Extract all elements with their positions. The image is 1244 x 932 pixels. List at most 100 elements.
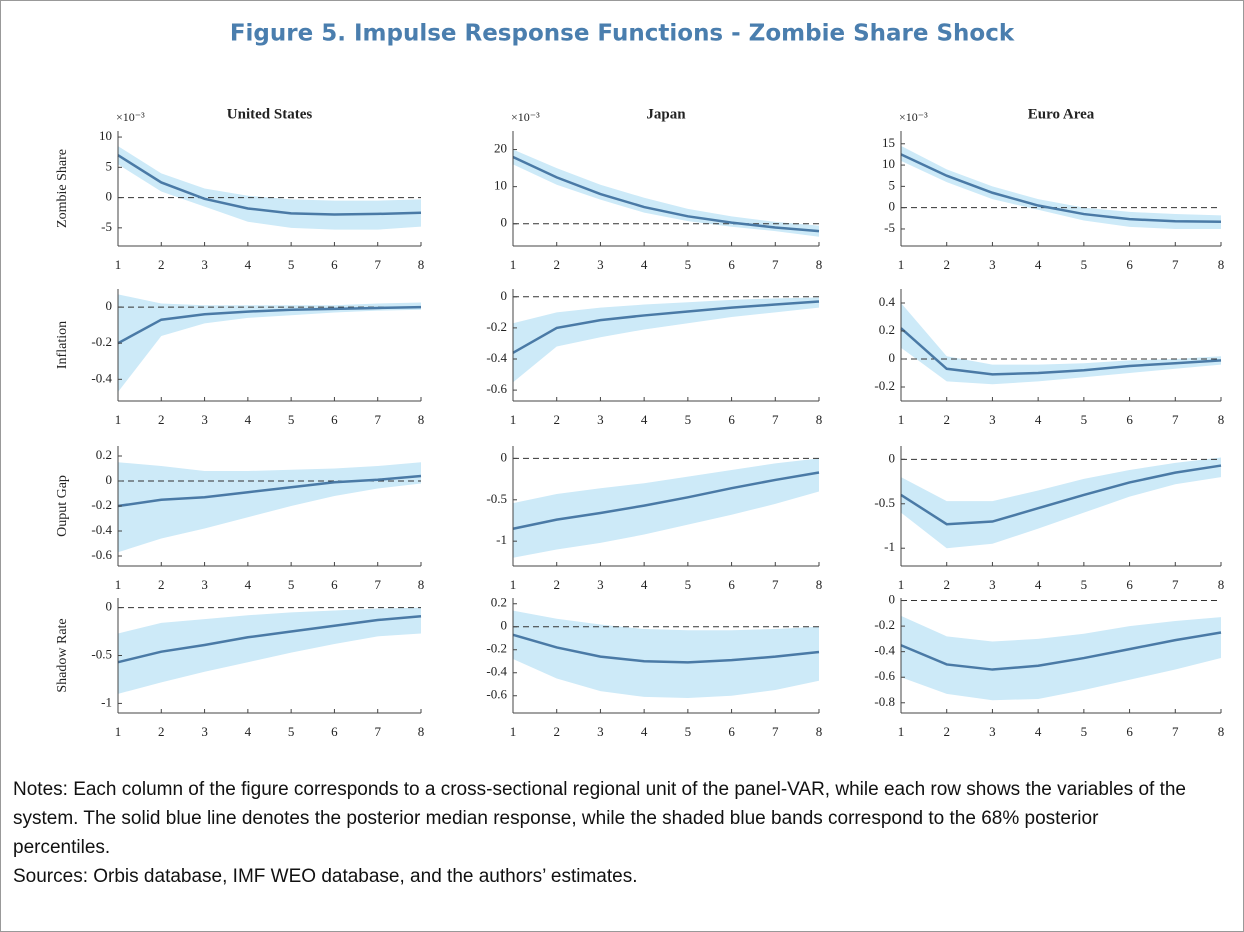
y-tick-label: 0 <box>501 449 508 464</box>
x-tick-label: 5 <box>288 577 295 592</box>
y-tick-label: 0 <box>501 215 508 230</box>
y-axis-label: Ouput Gap <box>55 475 70 537</box>
confidence-band <box>118 607 421 694</box>
x-tick-label: 4 <box>1035 577 1042 592</box>
x-tick-label: 6 <box>728 257 735 272</box>
sources: Sources: Orbis database, IMF WEO databas… <box>13 866 638 887</box>
x-tick-label: 7 <box>772 577 779 592</box>
y-exponent-label: ×10⁻³ <box>511 110 540 124</box>
x-tick-label: 8 <box>1218 257 1225 272</box>
x-tick-label: 1 <box>898 577 905 592</box>
y-tick-label: -1 <box>884 539 895 554</box>
x-tick-label: 1 <box>115 724 122 739</box>
x-tick-label: 5 <box>1081 724 1088 739</box>
x-tick-label: 4 <box>1035 257 1042 272</box>
y-tick-label: -0.2 <box>91 334 112 349</box>
chart-grid: Figure 5. Impulse Response Functions - Z… <box>55 21 1225 739</box>
x-tick-label: 4 <box>245 724 252 739</box>
x-tick-label: 4 <box>1035 412 1042 427</box>
median-line <box>512 300 820 354</box>
y-tick-label: 5 <box>106 158 113 173</box>
y-tick-label: -0.5 <box>91 646 112 661</box>
x-tick-label: 3 <box>597 724 604 739</box>
x-tick-label: 8 <box>418 412 425 427</box>
y-tick-label: 0 <box>889 592 896 607</box>
y-tick-label: -0.6 <box>486 687 507 702</box>
y-tick-label: 0 <box>106 599 113 614</box>
x-tick-label: 3 <box>989 577 996 592</box>
x-tick-label: 8 <box>418 257 425 272</box>
confidence-band <box>513 610 819 699</box>
y-tick-label: -0.6 <box>874 668 895 683</box>
x-tick-label: 4 <box>245 577 252 592</box>
y-tick-label: 15 <box>882 135 895 150</box>
x-tick-label: 5 <box>1081 577 1088 592</box>
x-tick-label: 1 <box>510 257 517 272</box>
x-tick-label: 4 <box>641 257 648 272</box>
y-tick-label: -0.4 <box>486 664 507 679</box>
x-tick-label: 5 <box>685 412 692 427</box>
x-tick-label: 7 <box>772 724 779 739</box>
x-tick-label: 4 <box>245 257 252 272</box>
x-tick-label: 3 <box>989 412 996 427</box>
x-tick-label: 7 <box>374 577 381 592</box>
y-exponent-label: ×10⁻³ <box>116 110 145 124</box>
x-tick-label: 2 <box>943 257 950 272</box>
confidence-band <box>901 145 1221 229</box>
confidence-band <box>901 303 1221 385</box>
x-tick-label: 3 <box>989 257 996 272</box>
y-tick-label: 10 <box>99 128 112 143</box>
x-tick-label: 8 <box>1218 577 1225 592</box>
x-tick-label: 8 <box>418 724 425 739</box>
x-tick-label: 4 <box>641 412 648 427</box>
notes: Notes: Each column of the figure corresp… <box>13 779 1186 858</box>
y-axis-label: Zombie Share <box>55 149 70 228</box>
panel-title: United States <box>227 106 313 122</box>
y-tick-label: 0 <box>106 298 113 313</box>
y-tick-label: -0.2 <box>874 378 895 393</box>
y-tick-label: 5 <box>889 177 896 192</box>
x-tick-label: 2 <box>943 577 950 592</box>
y-tick-label: -0.2 <box>874 617 895 632</box>
x-tick-label: 4 <box>641 724 648 739</box>
x-tick-label: 8 <box>1218 724 1225 739</box>
y-axis-label: Inflation <box>55 321 70 369</box>
y-tick-label: 0 <box>889 350 896 365</box>
confidence-band <box>513 297 819 383</box>
x-tick-label: 3 <box>201 577 208 592</box>
confidence-band <box>118 462 421 553</box>
y-axis-label: Shadow Rate <box>55 618 70 692</box>
x-tick-label: 2 <box>553 412 560 427</box>
x-tick-label: 3 <box>201 257 208 272</box>
x-tick-label: 2 <box>553 257 560 272</box>
x-tick-label: 3 <box>201 412 208 427</box>
x-tick-label: 2 <box>553 724 560 739</box>
x-tick-label: 1 <box>115 412 122 427</box>
x-tick-label: 1 <box>115 257 122 272</box>
x-tick-label: 8 <box>816 577 823 592</box>
median-line <box>900 153 1222 223</box>
x-tick-label: 2 <box>158 577 165 592</box>
y-tick-label: -0.5 <box>874 495 895 510</box>
x-tick-label: 6 <box>728 577 735 592</box>
x-tick-label: 6 <box>728 724 735 739</box>
x-tick-label: 1 <box>898 257 905 272</box>
y-tick-label: -0.6 <box>486 381 507 396</box>
x-tick-label: 3 <box>597 577 604 592</box>
y-tick-label: 0 <box>106 189 113 204</box>
median-line <box>512 471 820 530</box>
median-line <box>900 631 1222 671</box>
x-tick-label: 4 <box>641 577 648 592</box>
x-tick-label: 7 <box>374 412 381 427</box>
x-tick-label: 4 <box>1035 724 1042 739</box>
y-tick-label: 0 <box>889 450 896 465</box>
x-tick-label: 5 <box>288 724 295 739</box>
x-tick-label: 2 <box>158 412 165 427</box>
x-tick-label: 8 <box>418 577 425 592</box>
x-tick-label: 6 <box>331 724 338 739</box>
y-tick-label: -1 <box>496 532 507 547</box>
y-tick-label: 20 <box>494 141 507 156</box>
y-tick-label: -5 <box>884 220 895 235</box>
y-tick-label: 0.2 <box>491 595 507 610</box>
x-tick-label: 6 <box>1126 412 1133 427</box>
